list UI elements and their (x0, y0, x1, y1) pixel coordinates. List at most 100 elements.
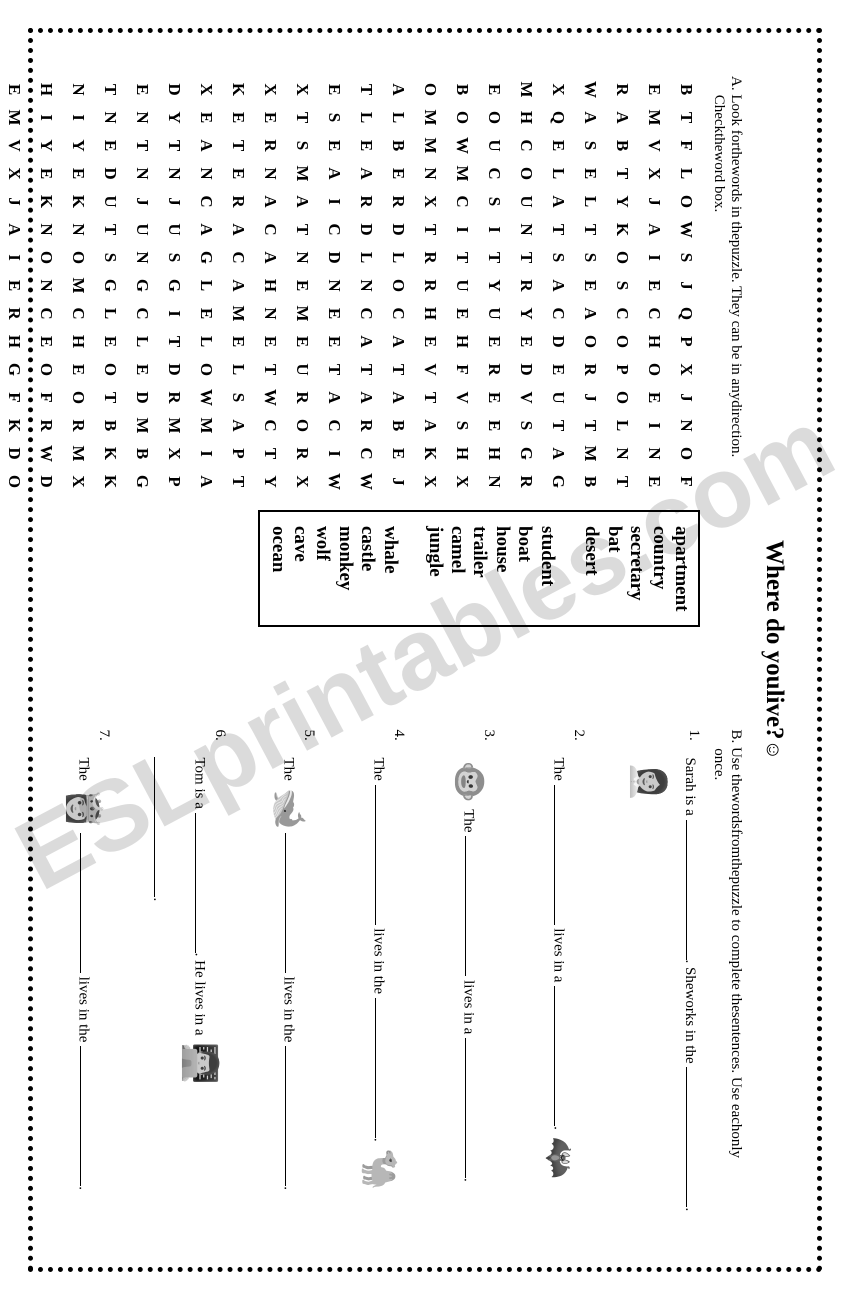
boy-desk-icon: 👨‍💻 (170, 1042, 228, 1084)
grid-cell: O (510, 160, 542, 188)
grid-cell: N (414, 160, 446, 188)
grid-cell: U (478, 300, 510, 328)
grid-cell: D (318, 244, 350, 272)
grid-cell: B (382, 132, 414, 160)
grid-cell: I (0, 244, 30, 272)
grid-cell: K (222, 76, 254, 104)
worksheet-page: ESLprintables.com Where do youlive?☺ A. … (0, 0, 850, 1300)
grid-cell: L (94, 300, 126, 328)
grid-cell: X (414, 188, 446, 216)
grid-cell: T (94, 384, 126, 412)
grid-cell: D (94, 160, 126, 188)
grid-cell: F (30, 384, 62, 412)
fill-blank[interactable] (375, 998, 390, 1138)
grid-cell: J (574, 384, 606, 412)
fill-blank[interactable] (285, 1046, 300, 1186)
grid-cell: T (350, 76, 382, 104)
grid-cell: O (286, 412, 318, 440)
grid-cell: T (606, 468, 638, 496)
grid-cell: X (670, 356, 702, 384)
fill-blank[interactable] (195, 813, 210, 953)
grid-cell: L (190, 328, 222, 356)
grid-cell: L (382, 244, 414, 272)
fill-blank[interactable] (375, 785, 390, 925)
grid-cell: G (542, 468, 574, 496)
grid-cell: T (670, 104, 702, 132)
grid-cell: N (126, 160, 158, 188)
grid-cell: Y (62, 132, 94, 160)
grid-cell: A (542, 272, 574, 300)
grid-cell: U (446, 272, 478, 300)
grid-cell: Q (670, 300, 702, 328)
grid-cell: R (0, 300, 30, 328)
grid-cell: P (158, 468, 190, 496)
grid-cell: E (478, 76, 510, 104)
grid-cell: Y (510, 300, 542, 328)
word-search-grid: BTFLOWSJQPXJNOFEMVXJAIECHOEINERABTYKOSCO… (0, 76, 702, 496)
grid-cell: N (510, 216, 542, 244)
grid-cell: X (190, 76, 222, 104)
grid-cell: E (222, 328, 254, 356)
grid-cell: E (350, 132, 382, 160)
grid-cell: E (510, 328, 542, 356)
grid-cell: J (638, 188, 670, 216)
grid-cell: I (190, 440, 222, 468)
grid-cell: T (446, 244, 478, 272)
grid-cell: K (94, 440, 126, 468)
grid-cell: X (542, 76, 574, 104)
grid-cell: S (574, 132, 606, 160)
grid-cell: R (30, 412, 62, 440)
fill-blank[interactable] (80, 1046, 95, 1186)
grid-cell: A (318, 384, 350, 412)
grid-cell: E (286, 328, 318, 356)
fill-blank[interactable] (465, 836, 480, 976)
grid-cell: I (638, 244, 670, 272)
grid-cell: N (126, 244, 158, 272)
grid-cell: J (670, 384, 702, 412)
grid-cell: L (382, 104, 414, 132)
grid-cell: G (94, 272, 126, 300)
grid-cell: D (158, 356, 190, 384)
fill-blank[interactable] (554, 785, 569, 925)
grid-cell: A (286, 188, 318, 216)
grid-cell: M (510, 76, 542, 104)
fill-blank[interactable] (80, 833, 95, 973)
grid-cell: K (606, 216, 638, 244)
grid-cell: G (126, 468, 158, 496)
grid-cell: O (30, 244, 62, 272)
sentence-item: 2.The lives in a . 🦇 (529, 729, 587, 1224)
grid-cell: M (62, 440, 94, 468)
grid-cell: A (350, 328, 382, 356)
fill-blank[interactable] (465, 1038, 480, 1178)
fill-blank[interactable] (686, 1067, 701, 1207)
grid-cell: P (670, 328, 702, 356)
grid-cell: K (0, 412, 30, 440)
grid-cell: C (478, 160, 510, 188)
grid-cell: N (254, 160, 286, 188)
fill-blank[interactable] (686, 820, 701, 960)
sentence-number: 6. (211, 729, 228, 749)
grid-cell: M (638, 104, 670, 132)
grid-cell: O (30, 356, 62, 384)
grid-cell: D (542, 328, 574, 356)
fill-blank[interactable] (285, 833, 300, 973)
fill-blank[interactable] (554, 986, 569, 1126)
grid-cell: H (254, 272, 286, 300)
grid-cell: V (510, 384, 542, 412)
grid-cell: X (158, 440, 190, 468)
grid-cell: A (222, 412, 254, 440)
grid-cell: E (542, 356, 574, 384)
sentence-body: 🐵 The lives in a . (439, 757, 497, 1224)
grid-cell: R (574, 356, 606, 384)
grid-cell: M (574, 440, 606, 468)
grid-cell: H (0, 328, 30, 356)
grid-cell: T (478, 244, 510, 272)
grid-cell: V (0, 132, 30, 160)
grid-cell: A (606, 104, 638, 132)
grid-cell: E (446, 300, 478, 328)
grid-cell: X (414, 468, 446, 496)
grid-cell: M (222, 300, 254, 328)
fill-blank[interactable] (154, 757, 169, 897)
grid-cell: E (638, 384, 670, 412)
grid-cell: C (382, 300, 414, 328)
